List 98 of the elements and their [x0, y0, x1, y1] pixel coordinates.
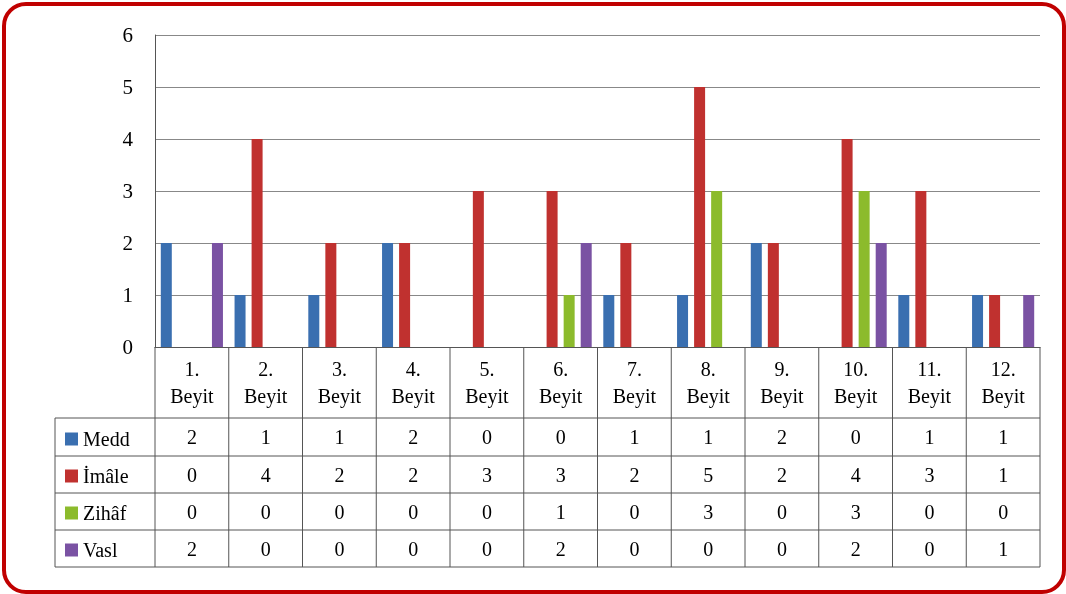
bar — [841, 139, 853, 347]
bar — [580, 243, 592, 347]
data-label: 0 — [334, 500, 345, 523]
data-label: 2 — [776, 463, 787, 486]
bar — [767, 243, 779, 347]
bar — [399, 243, 411, 347]
bar — [234, 295, 246, 347]
x-tick-label: 7. Beyit — [612, 357, 657, 408]
y-tick-label: 0 — [122, 335, 133, 359]
bar — [972, 295, 984, 347]
y-tick-label: 2 — [122, 231, 133, 255]
data-label: 1 — [629, 426, 640, 448]
data-label: 0 — [629, 500, 640, 523]
data-label: 2 — [408, 426, 419, 448]
data-label: 2 — [408, 463, 419, 486]
x-tick-label: 3. Beyit — [317, 357, 362, 408]
data-label: 2 — [334, 463, 345, 486]
bar — [694, 87, 706, 347]
data-label: 1 — [998, 463, 1009, 486]
data-label: 0 — [481, 500, 492, 523]
data-label: 0 — [555, 426, 566, 448]
y-tick-label: 4 — [122, 127, 134, 151]
x-tick-label: 1. Beyit — [170, 357, 214, 408]
x-tick-label: 4. Beyit — [391, 357, 436, 408]
data-label: 2 — [186, 537, 197, 560]
x-tick-label: 10. Beyit — [833, 357, 878, 408]
data-label: 0 — [334, 537, 345, 560]
data-label: 3 — [850, 500, 861, 523]
data-label: 0 — [186, 463, 197, 486]
y-tick-label: 6 — [122, 23, 133, 47]
bar — [211, 243, 223, 347]
legend-label: Medd — [83, 428, 130, 450]
data-label: 1 — [998, 426, 1009, 448]
data-label: 0 — [998, 500, 1009, 523]
legend-label: İmâle — [83, 465, 129, 487]
bar — [546, 191, 558, 347]
x-tick-label: 2. Beyit — [243, 357, 288, 408]
x-tick-label: 11. Beyit — [907, 357, 952, 408]
data-label: 0 — [408, 500, 419, 523]
bar — [711, 191, 723, 347]
data-label: 0 — [186, 500, 197, 523]
bar — [915, 191, 927, 347]
data-label: 0 — [776, 500, 787, 523]
bar — [160, 243, 172, 347]
x-tick-label: 5. Beyit — [465, 357, 509, 408]
data-label: 0 — [408, 537, 419, 560]
bar — [563, 295, 575, 347]
bar — [898, 295, 910, 347]
data-label: 0 — [481, 537, 492, 560]
data-label: 0 — [703, 537, 714, 560]
bar — [620, 243, 632, 347]
data-label: 1 — [924, 426, 935, 448]
y-tick-label: 5 — [122, 75, 133, 99]
bar — [750, 243, 762, 347]
y-tick-label: 3 — [122, 179, 133, 203]
bar — [875, 243, 887, 347]
data-label: 1 — [998, 537, 1009, 560]
bar — [603, 295, 615, 347]
data-label: 4 — [260, 463, 271, 486]
data-label: 0 — [260, 537, 271, 560]
data-label: 3 — [703, 500, 714, 523]
bar — [382, 243, 394, 347]
y-tick-label: 1 — [122, 283, 133, 307]
data-label: 2 — [629, 463, 640, 486]
data-label: 1 — [260, 426, 271, 448]
bar — [1023, 295, 1035, 347]
data-label: 2 — [555, 537, 566, 560]
data-label: 1 — [334, 426, 345, 448]
legend-label: Zihâf — [83, 502, 127, 524]
x-tick-label: 6. Beyit — [538, 357, 583, 408]
bar — [325, 243, 337, 347]
x-tick-label: 12. Beyit — [981, 357, 1026, 408]
bar — [251, 139, 263, 347]
data-label: 0 — [924, 500, 935, 523]
data-label: 5 — [703, 463, 714, 486]
data-label: 2 — [186, 426, 197, 448]
data-label: 4 — [850, 463, 861, 486]
data-label: 3 — [555, 463, 566, 486]
data-label: 0 — [850, 426, 861, 448]
bar — [858, 191, 870, 347]
data-label: 3 — [481, 463, 492, 486]
data-label: 2 — [776, 426, 787, 448]
data-label: 0 — [924, 537, 935, 560]
data-label: 1 — [703, 426, 714, 448]
bar — [472, 191, 484, 347]
data-label: 3 — [924, 463, 935, 486]
x-tick-label: 8. Beyit — [686, 357, 731, 408]
x-tick-label: 9. Beyit — [760, 357, 804, 408]
data-label: 0 — [260, 500, 271, 523]
data-label: 0 — [481, 426, 492, 448]
legend-label: Vasl — [83, 539, 118, 561]
data-label: 0 — [629, 537, 640, 560]
data-label: 1 — [555, 500, 566, 523]
data-label: 2 — [850, 537, 861, 560]
bar — [308, 295, 320, 347]
bar — [989, 295, 1001, 347]
bar — [677, 295, 689, 347]
data-label: 0 — [776, 537, 787, 560]
